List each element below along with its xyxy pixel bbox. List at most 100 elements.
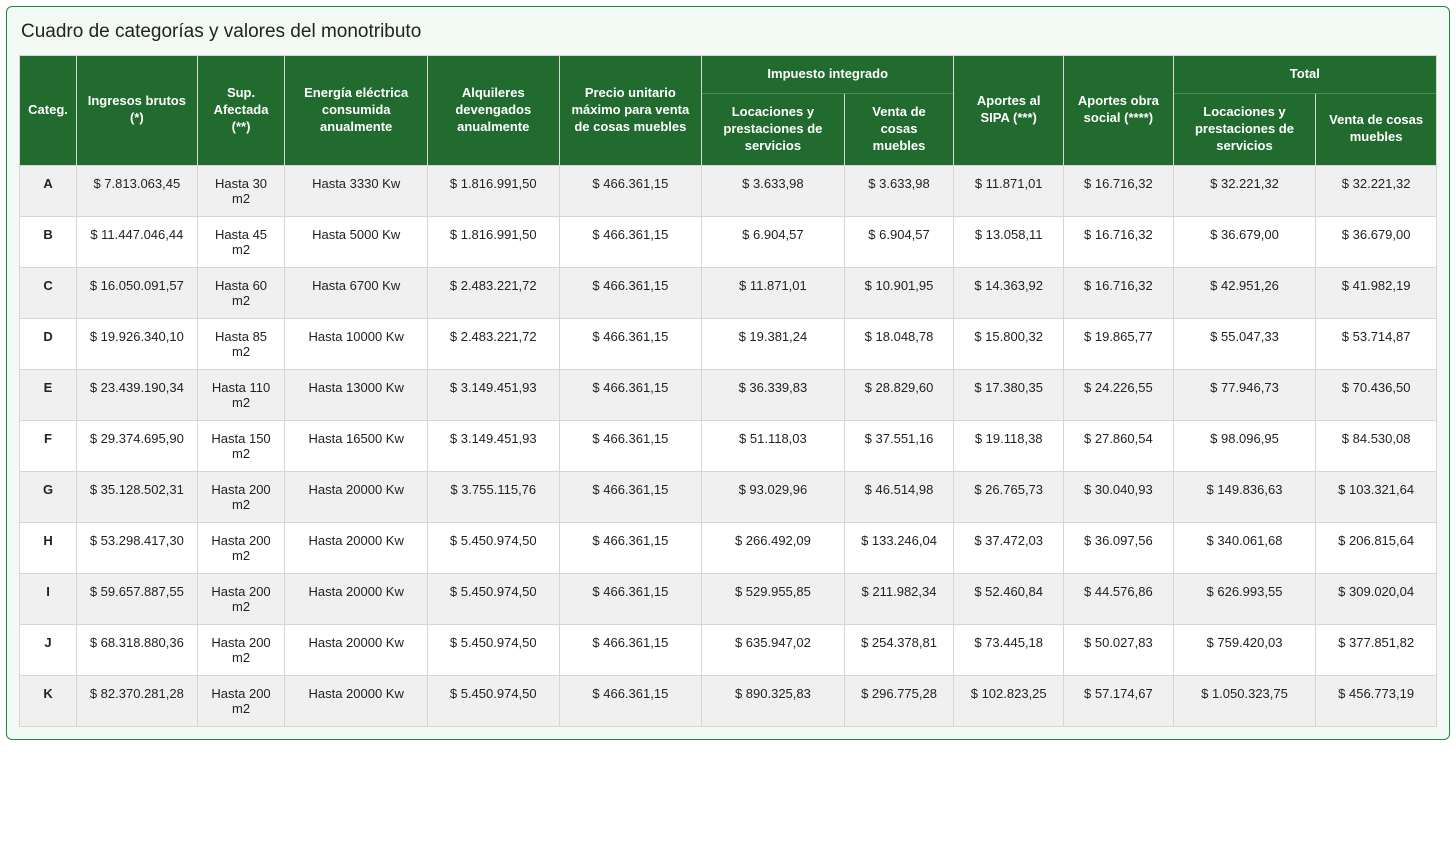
cell-impuesto-venta: $ 133.246,04 [844,522,954,573]
cell-ingresos: $ 11.447.046,44 [77,216,198,267]
table-row: J$ 68.318.880,36Hasta 200 m2Hasta 20000 … [20,624,1437,675]
cell-impuesto-locaciones: $ 635.947,02 [702,624,845,675]
col-impuesto-locaciones: Locaciones y prestaciones de servicios [702,93,845,165]
cell-energia: Hasta 20000 Kw [285,573,428,624]
cell-impuesto-venta: $ 6.904,57 [844,216,954,267]
cell-total-venta: $ 103.321,64 [1316,471,1437,522]
cell-sup: Hasta 60 m2 [197,267,285,318]
cell-sipa: $ 52.460,84 [954,573,1064,624]
cell-sipa: $ 26.765,73 [954,471,1064,522]
cell-obra: $ 50.027,83 [1064,624,1174,675]
cell-impuesto-venta: $ 296.775,28 [844,675,954,726]
table-row: G$ 35.128.502,31Hasta 200 m2Hasta 20000 … [20,471,1437,522]
table-header: Categ. Ingresos brutos (*) Sup. Afectada… [20,56,1437,166]
monotributo-table: Categ. Ingresos brutos (*) Sup. Afectada… [19,55,1437,727]
cell-energia: Hasta 20000 Kw [285,675,428,726]
table-row: E$ 23.439.190,34Hasta 110 m2Hasta 13000 … [20,369,1437,420]
cell-energia: Hasta 10000 Kw [285,318,428,369]
col-energia: Energía eléctrica consumida anualmente [285,56,428,166]
cell-total-locaciones: $ 340.061,68 [1173,522,1316,573]
cell-impuesto-locaciones: $ 3.633,98 [702,165,845,216]
cell-precio: $ 466.361,15 [559,216,702,267]
cell-total-venta: $ 84.530,08 [1316,420,1437,471]
cell-sup: Hasta 150 m2 [197,420,285,471]
cell-sipa: $ 13.058,11 [954,216,1064,267]
cell-impuesto-locaciones: $ 6.904,57 [702,216,845,267]
cell-alquileres: $ 1.816.991,50 [427,216,559,267]
cell-ingresos: $ 29.374.695,90 [77,420,198,471]
cell-sipa: $ 73.445,18 [954,624,1064,675]
cell-total-venta: $ 41.982,19 [1316,267,1437,318]
cell-categ: B [20,216,77,267]
cell-obra: $ 36.097,56 [1064,522,1174,573]
cell-impuesto-venta: $ 28.829,60 [844,369,954,420]
cell-obra: $ 30.040,93 [1064,471,1174,522]
cell-total-venta: $ 206.815,64 [1316,522,1437,573]
cell-energia: Hasta 20000 Kw [285,522,428,573]
cell-sipa: $ 11.871,01 [954,165,1064,216]
cell-obra: $ 16.716,32 [1064,267,1174,318]
cell-impuesto-locaciones: $ 890.325,83 [702,675,845,726]
cell-total-locaciones: $ 42.951,26 [1173,267,1316,318]
cell-impuesto-locaciones: $ 19.381,24 [702,318,845,369]
cell-impuesto-locaciones: $ 93.029,96 [702,471,845,522]
cell-categ: C [20,267,77,318]
cell-precio: $ 466.361,15 [559,471,702,522]
cell-impuesto-venta: $ 37.551,16 [844,420,954,471]
cell-precio: $ 466.361,15 [559,318,702,369]
table-row: F$ 29.374.695,90Hasta 150 m2Hasta 16500 … [20,420,1437,471]
cell-alquileres: $ 1.816.991,50 [427,165,559,216]
cell-total-locaciones: $ 626.993,55 [1173,573,1316,624]
cell-precio: $ 466.361,15 [559,369,702,420]
col-precio: Precio unitario máximo para venta de cos… [559,56,702,166]
cell-total-locaciones: $ 32.221,32 [1173,165,1316,216]
col-sipa: Aportes al SIPA (***) [954,56,1064,166]
col-ingresos: Ingresos brutos (*) [77,56,198,166]
cell-total-venta: $ 32.221,32 [1316,165,1437,216]
cell-ingresos: $ 59.657.887,55 [77,573,198,624]
col-obra: Aportes obra social (****) [1064,56,1174,166]
cell-impuesto-locaciones: $ 529.955,85 [702,573,845,624]
cell-sipa: $ 14.363,92 [954,267,1064,318]
cell-ingresos: $ 23.439.190,34 [77,369,198,420]
cell-sup: Hasta 200 m2 [197,624,285,675]
cell-impuesto-locaciones: $ 266.492,09 [702,522,845,573]
cell-total-locaciones: $ 55.047,33 [1173,318,1316,369]
cell-ingresos: $ 68.318.880,36 [77,624,198,675]
cell-impuesto-venta: $ 254.378,81 [844,624,954,675]
cell-precio: $ 466.361,15 [559,675,702,726]
cell-obra: $ 57.174,67 [1064,675,1174,726]
cell-precio: $ 466.361,15 [559,522,702,573]
cell-sup: Hasta 200 m2 [197,675,285,726]
cell-categ: H [20,522,77,573]
cell-alquileres: $ 2.483.221,72 [427,267,559,318]
cell-categ: J [20,624,77,675]
cell-total-venta: $ 53.714,87 [1316,318,1437,369]
cell-total-locaciones: $ 759.420,03 [1173,624,1316,675]
cell-total-locaciones: $ 36.679,00 [1173,216,1316,267]
cell-ingresos: $ 7.813.063,45 [77,165,198,216]
table-body: A$ 7.813.063,45Hasta 30 m2Hasta 3330 Kw$… [20,165,1437,726]
cell-total-locaciones: $ 149.836,63 [1173,471,1316,522]
cell-energia: Hasta 6700 Kw [285,267,428,318]
cell-alquileres: $ 3.149.451,93 [427,420,559,471]
cell-precio: $ 466.361,15 [559,420,702,471]
cell-energia: Hasta 5000 Kw [285,216,428,267]
cell-alquileres: $ 3.755.115,76 [427,471,559,522]
table-row: K$ 82.370.281,28Hasta 200 m2Hasta 20000 … [20,675,1437,726]
cell-impuesto-venta: $ 46.514,98 [844,471,954,522]
cell-sipa: $ 102.823,25 [954,675,1064,726]
cell-impuesto-venta: $ 10.901,95 [844,267,954,318]
cell-total-venta: $ 456.773,19 [1316,675,1437,726]
table-row: I$ 59.657.887,55Hasta 200 m2Hasta 20000 … [20,573,1437,624]
cell-sup: Hasta 200 m2 [197,573,285,624]
cell-impuesto-venta: $ 3.633,98 [844,165,954,216]
cell-alquileres: $ 5.450.974,50 [427,675,559,726]
cell-categ: A [20,165,77,216]
cell-alquileres: $ 5.450.974,50 [427,624,559,675]
cell-impuesto-locaciones: $ 51.118,03 [702,420,845,471]
cell-energia: Hasta 20000 Kw [285,471,428,522]
col-total-locaciones: Locaciones y prestaciones de servicios [1173,93,1316,165]
table-row: D$ 19.926.340,10Hasta 85 m2Hasta 10000 K… [20,318,1437,369]
monotributo-panel: Cuadro de categorías y valores del monot… [6,6,1450,740]
